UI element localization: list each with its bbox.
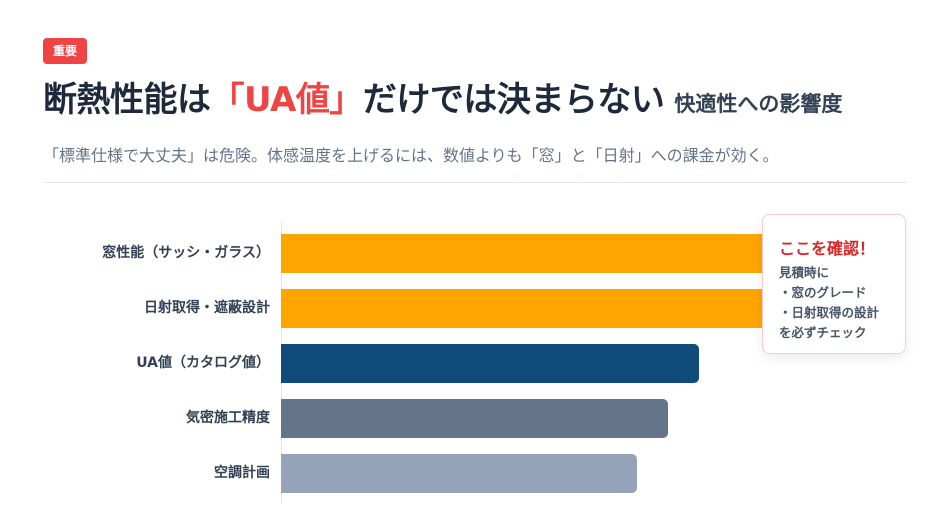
bar-label: 空調計画 [214, 465, 270, 481]
check-callout: ここを確認！ 見積時に ・窓のグレード ・日射取得の設計 を必ずチェック [762, 214, 906, 354]
callout-line: ・窓のグレード [779, 285, 867, 300]
bar-label: 窓性能（サッシ・ガラス） [102, 245, 270, 261]
title-highlight: 「UA値」 [210, 80, 364, 120]
page-title: 断熱性能は「UA値」だけでは決まらない 快適性への影響度 [43, 72, 842, 121]
bar-airtightness [281, 399, 668, 438]
bar-ua-value [281, 344, 699, 383]
lead-text: 「標準仕様で大丈夫」は危険。体感温度を上げるには、数値よりも「窓」と「日射」への… [43, 146, 779, 165]
bar-row: UA値（カタログ値） [0, 344, 952, 383]
bar-row: 空調計画 [0, 454, 952, 493]
title-part1: 断熱性能は [43, 80, 211, 120]
chart-subtitle: 快適性への影響度 [674, 92, 843, 116]
callout-line: ・日射取得の設計 [779, 305, 880, 320]
bar-label: 気密施工精度 [186, 410, 270, 426]
bar-hvac-plan [281, 454, 637, 493]
bar-label: 日射取得・遮蔽設計 [144, 300, 270, 316]
bar-label: UA値（カタログ値） [136, 355, 270, 371]
callout-line: 見積時に [779, 265, 830, 280]
callout-title: ここを確認！ [779, 239, 876, 258]
divider [43, 182, 907, 183]
title-part2: だけでは決まらない [362, 80, 665, 120]
callout-line: を必ずチェック [779, 325, 867, 340]
importance-badge: 重要 [43, 38, 88, 64]
bar-row: 気密施工精度 [0, 399, 952, 438]
